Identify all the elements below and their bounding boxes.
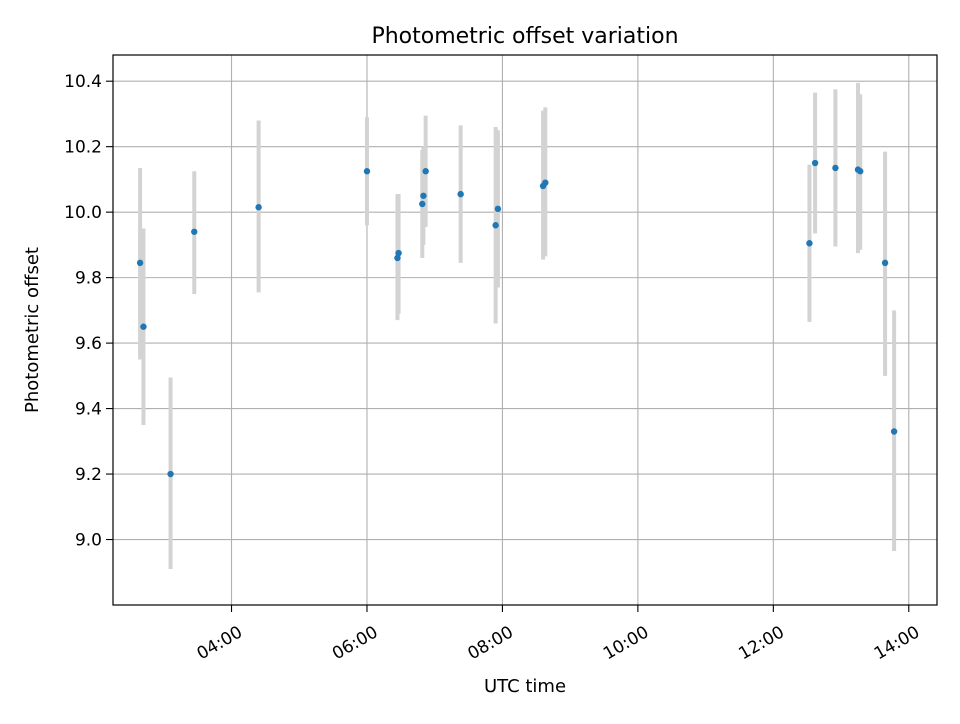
data-point xyxy=(167,470,174,478)
data-point xyxy=(419,200,426,208)
data-point xyxy=(811,159,819,167)
y-tick-label: 9.0 xyxy=(75,531,102,551)
data-point xyxy=(492,222,499,229)
data-point xyxy=(363,168,371,175)
data-points xyxy=(136,159,898,478)
y-tick-label: 10.2 xyxy=(64,138,102,158)
grid-lines xyxy=(113,55,937,605)
data-point xyxy=(832,164,839,172)
data-point xyxy=(422,168,429,175)
y-tick-label: 9.8 xyxy=(75,269,102,289)
y-axis-label: Photometric offset xyxy=(22,247,43,413)
chart-title: Photometric offset variation xyxy=(371,24,678,49)
data-point xyxy=(890,428,898,435)
data-point xyxy=(857,168,864,175)
y-tick-label: 9.4 xyxy=(75,400,102,420)
data-point xyxy=(191,228,198,235)
data-point xyxy=(140,323,147,330)
data-point xyxy=(395,249,402,257)
y-tick-label: 10.4 xyxy=(64,72,102,92)
data-point xyxy=(542,179,549,186)
y-tick-label: 9.2 xyxy=(75,465,102,485)
plot-frame xyxy=(112,54,938,606)
data-point xyxy=(494,205,502,213)
y-axis-ticks: 9.0 9.2 9.4 9.6 9.8 10.0 10.2 10.4 xyxy=(64,72,113,551)
data-point xyxy=(136,259,144,267)
data-point xyxy=(457,190,464,198)
data-point xyxy=(394,254,401,262)
data-point xyxy=(881,259,889,267)
x-axis-label: UTC time xyxy=(484,676,566,697)
data-point xyxy=(420,192,427,199)
y-tick-label: 10.0 xyxy=(64,203,102,223)
y-tick-label: 9.6 xyxy=(75,334,102,354)
data-point xyxy=(255,204,262,211)
data-point xyxy=(806,240,813,247)
